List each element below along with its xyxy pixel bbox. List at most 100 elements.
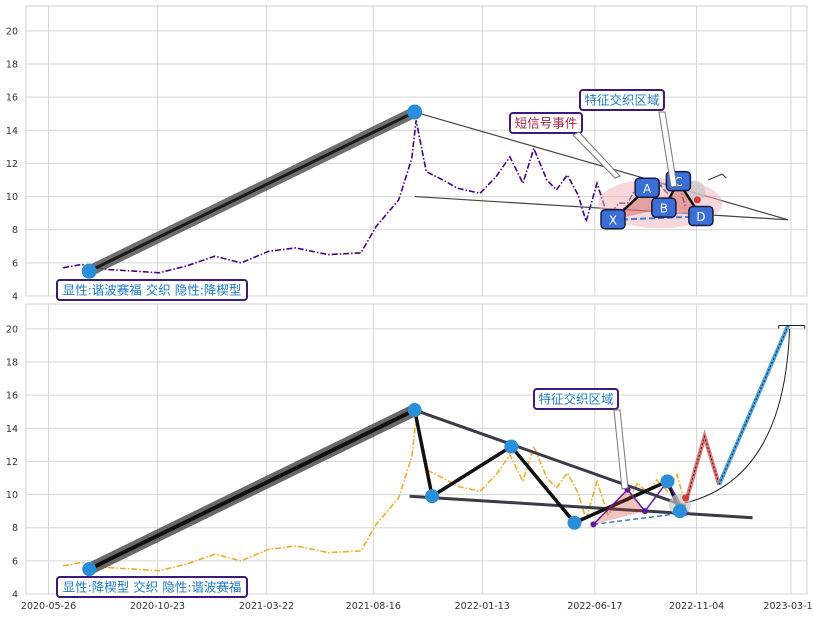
point-label-B: B — [651, 197, 677, 218]
y-tick-label: 4 — [12, 292, 18, 303]
bottom-panel: 4 6 8 10 12 14 16 18 20 2020-05-26 2020-10-23 2021… — [6, 303, 813, 612]
bracket-mark — [707, 173, 727, 181]
top-plot-area — [25, 5, 808, 297]
zigzag-leg — [412, 409, 434, 497]
y-tick-label: 8 — [12, 523, 18, 534]
target-line — [718, 325, 789, 485]
bottom-y-tick-labels: 4 6 8 10 12 14 16 18 20 — [6, 324, 18, 600]
annotation-short-signal-box — [509, 112, 583, 134]
annotation-short-signal-text: 短信号事件 — [515, 116, 578, 131]
annotation-bottom-left-text: 显性:谐波赛福 交织 隐性:降楔型 — [63, 283, 242, 298]
x-tick-label: 2022-06-17 — [567, 601, 622, 612]
pointer-arrow — [658, 111, 678, 188]
y-tick-label: 18 — [6, 60, 18, 71]
harmonic-xd-line — [612, 215, 701, 221]
zigzag-leg — [573, 479, 669, 525]
x-tick-label: 2023-03-14 — [763, 601, 813, 612]
annotation-bottom-left-box — [56, 279, 248, 301]
annotation-bottom-left: 显性:谐波赛福 交织 隐性:降楔型 — [56, 279, 248, 301]
pivot-dot — [82, 562, 97, 577]
upper-trendline — [414, 408, 687, 508]
annotation-feature-zone: 特征交织区域 — [533, 388, 619, 410]
projection-arc — [685, 328, 791, 504]
x-tick-label: 2022-01-13 — [455, 601, 510, 612]
pivot-dot — [425, 489, 440, 504]
pivot-dot — [660, 474, 675, 489]
y-tick-label: 6 — [12, 258, 18, 269]
y-tick-label: 8 — [12, 225, 18, 236]
y-tick-label: 14 — [6, 126, 18, 137]
pivot-dot — [407, 403, 422, 418]
point-label-text: D — [696, 210, 705, 224]
top-y-tick-labels: 4 6 8 10 12 14 16 18 20 — [6, 26, 18, 302]
pointer-arrow — [572, 131, 621, 179]
x-tick-label: 2021-03-22 — [239, 601, 294, 612]
x-tick-labels: 2020-05-26 2020-10-23 2021-03-22 2021-08-16… — [21, 601, 813, 612]
top-panel: 4 6 8 10 12 14 16 18 20 X ABC D 显性:谐波赛福 交织 隐性:降楔型 短信… — [6, 5, 808, 303]
point-label-A: A — [634, 177, 660, 199]
trend-thick-line — [88, 408, 416, 571]
point-label-text: C — [674, 175, 682, 189]
upper-trendline — [414, 111, 789, 221]
point-label-text: X — [609, 213, 617, 227]
zone-point — [682, 494, 690, 502]
annotation-short-signal: 短信号事件 — [509, 112, 583, 134]
point-label-text: A — [643, 182, 652, 196]
pivot-dot — [672, 504, 687, 519]
y-tick-label: 16 — [6, 391, 18, 402]
point-label-box — [634, 177, 660, 199]
point-label-box — [600, 209, 626, 230]
trend-thick-line — [88, 110, 416, 273]
point-label-D: D — [688, 205, 714, 227]
y-tick-label: 18 — [6, 358, 18, 369]
harmonic-triangle — [593, 489, 645, 525]
annotation-feature-zone-box — [579, 89, 665, 111]
y-tick-label: 12 — [6, 457, 18, 468]
target-bracket — [778, 325, 806, 329]
annotation-feature-zone-text: 特征交织区域 — [584, 93, 659, 108]
top-gridlines — [26, 6, 807, 297]
pointer-arrow — [613, 409, 629, 490]
annotation-feature-zone-box — [533, 388, 619, 410]
y-tick-label: 12 — [6, 159, 18, 170]
y-tick-label: 10 — [6, 490, 18, 501]
forecast-line — [685, 434, 720, 503]
annotation-bottom-left: 显性:降楔型 交织 隐性:谐波赛福 — [56, 576, 248, 598]
harmonic-leg — [592, 489, 629, 525]
zigzag-leg — [431, 445, 513, 498]
annotation-bottom-left-box — [56, 576, 248, 598]
y-tick-label: 20 — [6, 26, 18, 37]
annotation-feature-zone-text: 特征交织区域 — [538, 392, 613, 407]
point-label-box — [688, 205, 714, 227]
x-tick-label: 2021-08-16 — [346, 601, 401, 612]
x-tick-label: 2022-11-04 — [669, 601, 724, 612]
y-tick-label: 20 — [6, 324, 18, 335]
y-tick-label: 16 — [6, 93, 18, 104]
point-label-box — [651, 197, 677, 218]
pivot-dot — [407, 104, 423, 120]
point-label-X: X — [600, 209, 626, 230]
harmonic-leg — [626, 489, 646, 512]
x-tick-label: 2020-05-26 — [21, 601, 76, 612]
pivot-dot — [504, 439, 519, 454]
annotation-feature-zone: 特征交织区域 — [579, 89, 665, 111]
harmonic-point — [590, 521, 597, 528]
bottom-content: 显性:降楔型 交织 隐性:谐波赛福 特征交织区域 — [56, 324, 806, 598]
y-tick-label: 10 — [6, 192, 18, 203]
bottom-gridlines — [26, 304, 807, 595]
y-tick-label: 14 — [6, 424, 18, 435]
zigzag-leg — [509, 445, 576, 524]
pivot-dot — [567, 515, 582, 530]
point-label-text: B — [660, 202, 668, 216]
annotation-bottom-left-text: 显性:降楔型 交织 隐性:谐波赛福 — [63, 580, 242, 595]
lower-trendline — [409, 494, 753, 520]
y-tick-label: 4 — [12, 590, 18, 601]
y-tick-label: 6 — [12, 556, 18, 567]
pivot-dot — [81, 263, 97, 279]
x-tick-label: 2020-10-23 — [130, 601, 185, 612]
harmonic-point — [641, 508, 648, 515]
bottom-plot-area — [25, 303, 808, 595]
